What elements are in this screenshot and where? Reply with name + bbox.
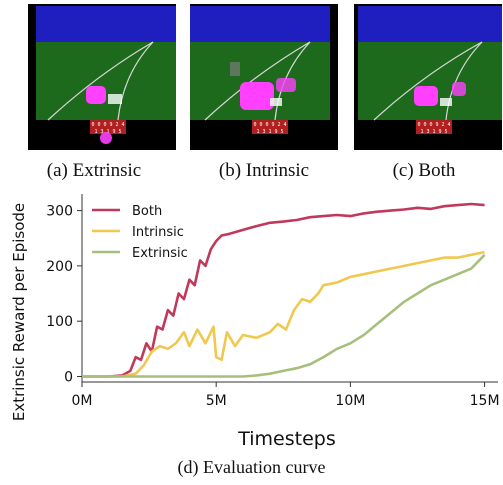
field-area [358, 42, 502, 120]
y-tick-label: 0 [64, 369, 73, 385]
evaluation-chart: 0 100 200 300 0M 5M 10M 15M Both Intrinsic Extrin… [10, 194, 500, 450]
score-box [90, 120, 126, 134]
game-frame-both: 0 0 0 9 2 4 1 3 1 9 5 [354, 4, 502, 150]
sky-area [190, 6, 330, 42]
score-box [252, 120, 288, 134]
chart-legend: Both Intrinsic Extrinsic [92, 204, 188, 261]
y-tick-label: 100 [46, 314, 73, 330]
x-tick-label: 10M [335, 393, 365, 409]
sky-area [358, 6, 502, 42]
sub-text: 1 3 1 9 5 [256, 129, 283, 135]
x-tick-label: 15M [470, 393, 500, 409]
game-frame-intrinsic: 0 0 0 9 2 4 1 3 1 9 5 [190, 4, 338, 150]
caption-extrinsic: (a) Extrinsic [46, 160, 142, 181]
player-car [86, 86, 106, 104]
legend-label-both: Both [132, 204, 162, 219]
legend-label-intrinsic: Intrinsic [132, 225, 184, 240]
score-box [416, 120, 452, 134]
field-area [36, 42, 176, 120]
score-text: 0 0 0 9 2 4 [91, 122, 124, 128]
y-tick-label: 200 [46, 259, 73, 275]
panel-both: 0 0 0 9 2 4 1 3 1 9 5 [354, 4, 502, 150]
sub-text: 1 3 1 9 5 [94, 129, 121, 135]
sub-text: 1 3 1 9 5 [420, 129, 447, 135]
legend-label-extrinsic: Extrinsic [132, 246, 188, 261]
panel-intrinsic: 0 0 0 9 2 4 1 3 1 9 5 [190, 4, 338, 150]
y-tick-label: 300 [46, 204, 73, 220]
x-axis-label: Timesteps [237, 428, 336, 450]
chart-axes: 0 100 200 300 0M 5M 10M 15M [46, 194, 500, 409]
series-line-both [82, 202, 485, 378]
panel-extrinsic: 0 0 0 9 2 4 1 3 1 9 5 [28, 4, 176, 150]
chart-lines [82, 202, 486, 378]
x-tick-label: 0M [72, 393, 93, 409]
figure-caption: (d) Evaluation curve [177, 457, 326, 477]
game-frame-extrinsic: 0 0 0 9 2 4 1 3 1 9 5 [28, 4, 176, 150]
player-car [240, 82, 274, 110]
sky-area [36, 6, 176, 42]
series-line-intrinsic [82, 250, 485, 378]
caption-both: (c) Both [392, 160, 456, 181]
series-line-extrinsic [82, 253, 486, 378]
score-text: 0 0 0 9 2 4 [417, 122, 450, 128]
y-axis-label: Extrinsic Reward per Episode [10, 203, 28, 421]
x-tick-label: 5M [206, 393, 227, 409]
score-text: 0 0 0 9 2 4 [253, 122, 286, 128]
player-car [414, 86, 438, 106]
caption-intrinsic: (b) Intrinsic [218, 160, 310, 181]
